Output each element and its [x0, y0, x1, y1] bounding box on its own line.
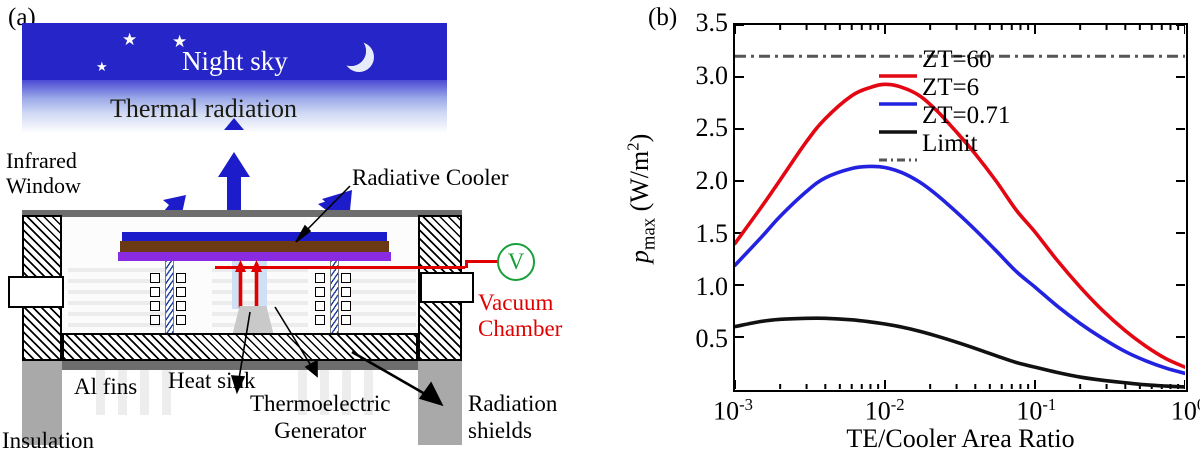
infrared-window-pane	[22, 210, 462, 217]
radiation-shields-label: Radiation shields	[468, 390, 557, 444]
al-fin	[364, 370, 373, 415]
chart-legend: ZT=60 ZT=6 ZT=0.71 Limit	[878, 46, 1011, 162]
star-icon: ★	[122, 30, 138, 49]
panel-a-schematic: (a) ★ ★ ★ Night sky Thermal radiation In…	[2, 4, 562, 453]
legend-label: ZT=60	[922, 46, 992, 73]
heat-sink-label: Heat sink	[168, 368, 256, 393]
radiative-cooler-layer-purple	[118, 252, 391, 261]
infrared-window-line1: Infrared	[6, 148, 77, 173]
te-leg	[150, 287, 160, 297]
te-leg	[150, 273, 160, 283]
te-leg	[150, 301, 160, 311]
al-fin	[118, 370, 127, 415]
y-tick-label: 2.5	[695, 113, 729, 143]
legend-item[interactable]: ZT=60	[878, 46, 1010, 78]
callout-pointers	[230, 185, 444, 407]
heat-channel-right	[258, 261, 267, 309]
te-leg	[341, 301, 351, 311]
shield-column-right	[330, 261, 339, 333]
te-leg	[315, 287, 325, 297]
x-tick-label: 10-2	[864, 395, 905, 426]
y-axis-ticklabels: 0.5 1.0 1.5 2.0 2.5 3.0 3.5	[620, 0, 729, 459]
y-axis-title: pmax (W/m2)	[623, 133, 660, 264]
x-tick-label: 10-3	[713, 395, 753, 426]
panel-b-chart: (b) 0.5 1.0 1.5 2.0 2.5 3.0 3.5 pmax (W/m2) 10…	[620, 0, 1200, 459]
te-leg	[176, 287, 186, 297]
radiative-cooler-layer-brown	[120, 241, 389, 252]
radiation-shields-line2: shields	[468, 418, 532, 443]
night-sky-label: Night sky	[182, 46, 288, 76]
te-leg	[315, 273, 325, 283]
infrared-window-line2: Window	[6, 173, 81, 198]
y-tick-label: 1.5	[695, 218, 729, 248]
te-leg	[315, 315, 325, 325]
al-fins-label: Al fins	[74, 374, 138, 399]
y-tick-label: 3.0	[695, 60, 729, 90]
legend-item[interactable]: ZT=0.71	[878, 102, 1011, 134]
vacuum-chamber-line2: Chamber	[478, 316, 563, 341]
x-axis-title: TE/Cooler Area Ratio	[846, 424, 1075, 453]
te-leg	[341, 287, 351, 297]
teg-line1: Thermoelectric	[250, 391, 391, 416]
legend-item[interactable]: ZT=6	[878, 74, 1010, 106]
y-tick-label: 2.0	[695, 166, 729, 196]
te-leg	[315, 301, 325, 311]
te-leg	[176, 273, 186, 283]
radiative-cooler-label: Radiative Cooler	[352, 165, 509, 190]
y-tick-label: 0.5	[695, 324, 729, 354]
electrical-wire	[215, 266, 465, 269]
te-leg	[176, 301, 186, 311]
al-fin	[162, 370, 171, 415]
star-icon: ★	[172, 32, 188, 51]
heat-sink-bar	[60, 361, 420, 370]
shield-column-left	[165, 261, 174, 333]
night-sky-band	[22, 23, 447, 80]
radiation-shields-line1: Radiation	[468, 391, 558, 416]
al-fin	[298, 370, 307, 415]
te-leg	[341, 315, 351, 325]
al-fin	[320, 370, 329, 415]
radiative-cooler-layer-blue	[122, 232, 387, 241]
al-fin	[140, 370, 149, 415]
panel-b-tag: (b)	[648, 4, 678, 31]
insulation-block-left	[22, 361, 62, 445]
vacuum-chamber-line1: Vacuum	[478, 290, 554, 315]
vacuum-chamber-label: Vacuum Chamber	[478, 290, 562, 342]
chamber-port-right	[420, 272, 474, 303]
voltmeter-icon: V	[497, 243, 535, 281]
y-tick-label: 1.0	[695, 271, 729, 301]
al-fin	[342, 370, 351, 415]
chamber-port-left	[8, 276, 64, 308]
thermoelectric-generator-label: Thermoelectric Generator	[250, 390, 390, 444]
radiation-shield-stack-right	[350, 268, 416, 328]
te-leg	[341, 273, 351, 283]
chart-curves	[735, 25, 1185, 389]
al-fin	[96, 370, 105, 415]
legend-label: ZT=0.71	[922, 102, 1011, 129]
infrared-window-label: Infrared Window	[6, 148, 81, 198]
crescent-moon-mask	[336, 36, 366, 66]
te-leg	[150, 315, 160, 325]
x-axis-ticklabels: 10-3 10-2 10-1 100	[620, 395, 1200, 435]
legend-label: ZT=6	[922, 74, 980, 101]
te-leg	[176, 315, 186, 325]
x-tick-label: 10-1	[1016, 395, 1057, 426]
legend-item[interactable]: Limit	[878, 130, 1010, 162]
electrical-wire-to-meter	[465, 260, 499, 263]
x-tick-label: 100	[1170, 395, 1200, 426]
heat-channel-left	[232, 261, 241, 309]
electrical-wire-riser	[465, 260, 468, 268]
thermal-radiation-label: Thermal radiation	[110, 94, 297, 123]
heat-sink-block	[232, 306, 274, 336]
y-tick-label: 3.5	[695, 8, 729, 37]
plot-area	[733, 23, 1188, 392]
insulation-label: Insulation	[2, 428, 94, 453]
teg-line2: Generator	[274, 418, 367, 443]
legend-label: Limit	[922, 130, 978, 157]
star-icon: ★	[96, 59, 108, 74]
